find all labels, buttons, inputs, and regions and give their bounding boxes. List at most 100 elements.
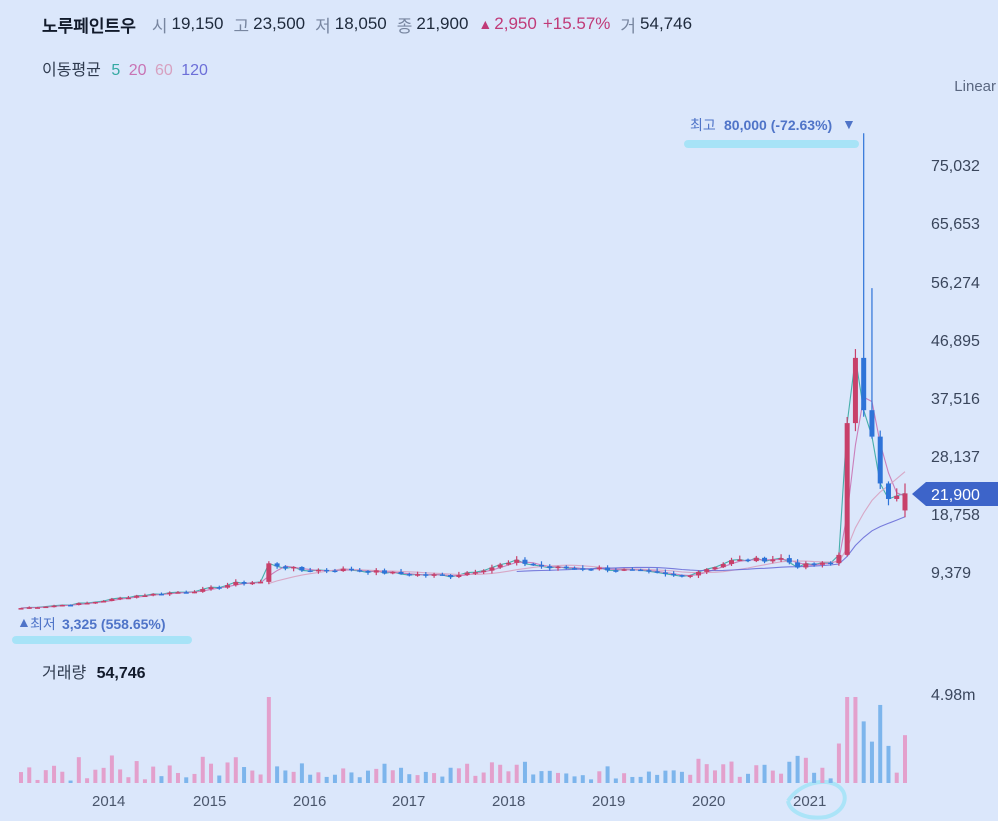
candle-body <box>373 570 379 573</box>
candle-body <box>530 563 536 566</box>
candle-body <box>704 569 710 572</box>
ma-20-line <box>20 396 906 609</box>
volume-bar <box>514 764 519 783</box>
candle-body <box>456 575 462 577</box>
volume-bar <box>539 771 544 783</box>
y-axis: 75,032 65,653 56,274 46,895 37,516 28,13… <box>931 158 980 704</box>
candle-body <box>258 581 264 584</box>
candle-body <box>695 571 701 576</box>
moving-average-label: 이동평균 <box>42 62 101 79</box>
candle-body <box>191 591 197 594</box>
volume-title-value: 54,746 <box>96 665 146 682</box>
candle-body <box>249 582 255 585</box>
candle-body <box>43 606 49 609</box>
ma-60-label[interactable]: 60 <box>154 62 173 79</box>
candle-body <box>315 569 321 572</box>
current-price-label: 21,900 <box>931 487 980 504</box>
volume-bar <box>448 767 453 783</box>
volume-bar <box>399 767 404 783</box>
volume-value: 54,746 <box>640 14 693 33</box>
volume-bar <box>787 761 792 783</box>
volume-bar <box>175 772 180 783</box>
volume-bar <box>712 770 717 783</box>
candle-body <box>770 559 776 562</box>
candle-body <box>621 569 627 571</box>
scale-mode-toggle[interactable]: Linear <box>954 78 996 95</box>
candle-body <box>662 572 668 574</box>
candle-body <box>332 570 338 573</box>
volume-bar <box>671 770 676 783</box>
volume-bar <box>696 758 701 783</box>
candle-body <box>84 602 90 605</box>
candle-body <box>538 564 544 567</box>
candle-body <box>629 569 635 571</box>
volume-bar <box>60 771 65 783</box>
y-tick-37516: 37,516 <box>931 391 980 408</box>
candle-body <box>125 597 131 600</box>
y-tick-46895: 46,895 <box>931 333 980 350</box>
y-tick-9379: 9,379 <box>931 565 971 582</box>
candle-body <box>836 554 842 564</box>
moving-average-legend[interactable]: 이동평균 5 20 60 120 <box>42 56 208 80</box>
max-marker-icon: ▼ <box>842 116 856 132</box>
volume-bar <box>151 766 156 783</box>
volume-bar <box>349 772 354 783</box>
change-percent: +15.57% <box>542 14 611 33</box>
ma-120-label[interactable]: 120 <box>181 62 208 79</box>
candle-body <box>472 572 478 574</box>
volume-bar <box>465 763 470 783</box>
candle-body <box>76 603 82 605</box>
volume-bar <box>299 763 304 783</box>
stock-name: 노루페인트우 <box>42 16 136 36</box>
candle-body <box>646 570 652 572</box>
volume-bar <box>655 774 660 783</box>
volume-bar <box>415 775 420 783</box>
volume-bar <box>836 743 841 783</box>
candle-body <box>175 592 181 594</box>
candle-body <box>902 493 908 511</box>
volume-bar <box>473 775 478 783</box>
candle-body <box>365 570 371 573</box>
x-tick-2020: 2020 <box>692 793 725 810</box>
volume-bar <box>531 774 536 783</box>
ma-20-label[interactable]: 20 <box>128 62 147 79</box>
change-up-icon: ▲ <box>478 16 493 32</box>
y-tick-75032: 75,032 <box>931 158 980 175</box>
volume-bar <box>85 778 90 783</box>
max-annotation: 최고 80,000 (-72.63%) ▼ <box>690 116 856 133</box>
volume-title-label: 거래량 <box>42 665 87 682</box>
volume-bar <box>291 771 296 783</box>
candle-body <box>382 570 388 574</box>
candle-body <box>869 410 875 437</box>
candle-body <box>505 562 511 565</box>
candle-body <box>307 570 313 572</box>
candle-body <box>439 574 445 576</box>
volume-bar <box>770 770 775 783</box>
volume-bar <box>52 765 57 783</box>
candle-body <box>464 572 470 576</box>
volume-bar <box>869 741 874 783</box>
candle-body <box>588 569 594 571</box>
high-label: 고 <box>233 16 250 36</box>
ma-5-label[interactable]: 5 <box>111 62 121 79</box>
candle-body <box>266 563 272 582</box>
volume-bar <box>506 771 511 783</box>
candle-body <box>497 564 503 568</box>
candle-body <box>522 559 528 564</box>
volume-bar <box>754 765 759 783</box>
volume-bar <box>192 773 197 783</box>
candle-body <box>423 574 429 576</box>
volume-bar <box>43 770 48 783</box>
y-tick-18758: 18,758 <box>931 507 980 524</box>
candle-body <box>778 558 784 560</box>
candle-body <box>18 608 24 610</box>
min-marker-icon: ▲ <box>17 614 31 630</box>
volume-bar <box>746 773 751 783</box>
volume-bar <box>630 776 635 783</box>
volume-bar <box>118 769 123 783</box>
candle-body <box>481 570 487 573</box>
volume-bar <box>374 768 379 783</box>
volume-bar <box>779 773 784 783</box>
candle-body <box>786 558 792 563</box>
